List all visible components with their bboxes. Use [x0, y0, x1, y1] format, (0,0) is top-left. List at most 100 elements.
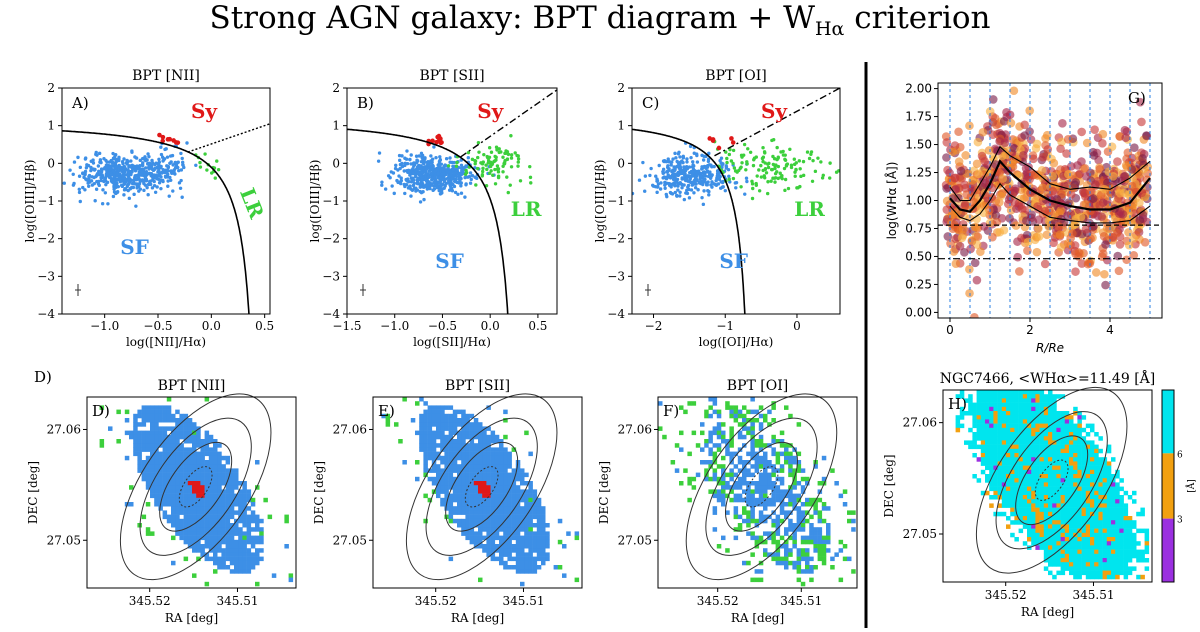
map-pixel — [486, 443, 491, 448]
map-pixel — [448, 413, 454, 419]
map-pixel — [511, 468, 517, 473]
map-pixel — [805, 481, 810, 486]
map-pixel — [204, 497, 210, 503]
map-pixel — [507, 552, 512, 557]
map-pixel — [486, 447, 491, 452]
point-sf — [100, 202, 105, 206]
map-pixel — [444, 493, 449, 499]
map-pixel — [486, 493, 491, 499]
point-sf — [694, 176, 698, 181]
map-pixel — [238, 544, 243, 549]
map-pixel — [427, 443, 433, 448]
point-sf — [119, 165, 124, 170]
ka-line-A — [187, 123, 270, 153]
map-pixel — [229, 552, 235, 557]
map-pixel — [486, 531, 491, 536]
map-pixel — [436, 443, 441, 448]
map-pixel — [196, 485, 201, 490]
point-sy — [160, 134, 166, 140]
map-pixel — [192, 531, 197, 536]
point-lr — [731, 161, 735, 166]
map-pixel — [457, 443, 462, 448]
point-lr — [783, 153, 787, 157]
map-pixel — [792, 472, 797, 478]
map-pixel — [465, 413, 470, 419]
map-pixel — [229, 506, 235, 511]
map-pixel — [444, 468, 449, 473]
map-pixel — [779, 476, 785, 482]
map-pixel — [478, 485, 483, 490]
map-pixel — [482, 506, 487, 511]
map-pixel — [754, 439, 760, 444]
map-pixel — [150, 426, 155, 431]
map-pixel — [465, 418, 470, 423]
map-pixel — [980, 423, 986, 429]
point-sf — [418, 200, 423, 204]
panel-title-D: BPT [NII] — [158, 378, 226, 394]
point-sy — [157, 132, 162, 138]
map-pixel — [246, 539, 252, 545]
point-w — [979, 222, 989, 231]
map-pixel — [208, 464, 214, 469]
point-lr — [724, 150, 728, 154]
map-pixel — [742, 405, 747, 410]
map-pixel — [775, 552, 781, 557]
map-pixel — [469, 485, 475, 490]
point-w — [1009, 86, 1019, 96]
map-pixel — [817, 544, 823, 549]
map-pixel — [141, 460, 147, 465]
point-lr — [446, 164, 451, 168]
map-pixel — [536, 531, 542, 536]
point-lr — [739, 165, 743, 169]
map-pixel — [524, 506, 529, 511]
map-pixel — [800, 535, 806, 541]
xtick-label-B: −1.0 — [380, 319, 409, 333]
map-pixel — [775, 560, 781, 566]
map-pixel — [461, 518, 466, 524]
map-pixel — [746, 523, 751, 528]
map-pixel — [427, 422, 433, 427]
map-pixel — [145, 472, 151, 478]
ylabel-F: DEC [deg] — [597, 461, 611, 524]
map-pixel — [712, 468, 718, 473]
map-pixel — [250, 556, 256, 562]
map-pixel — [452, 413, 458, 419]
point-sf — [110, 177, 115, 182]
map-pixel — [788, 468, 793, 473]
map-pixel — [183, 539, 189, 545]
point-sf — [397, 174, 401, 178]
map-pixel — [217, 489, 222, 494]
map-pixel — [457, 506, 462, 511]
point-sf — [709, 163, 713, 167]
map-pixel — [482, 489, 487, 494]
map-pixel — [465, 468, 470, 473]
map-pixel — [187, 447, 193, 452]
map-pixel — [968, 444, 973, 450]
point-w — [966, 244, 975, 254]
map-pixel — [175, 434, 180, 440]
map-pixel — [989, 444, 994, 450]
map-pixel — [259, 548, 264, 553]
map-pixel — [683, 409, 688, 415]
point-sf — [77, 187, 81, 191]
point-sf — [135, 164, 139, 168]
point-sf — [407, 170, 411, 175]
map-pixel — [444, 418, 449, 423]
map-pixel — [162, 439, 168, 444]
map-pixel — [208, 510, 214, 515]
map-pixel — [150, 489, 155, 494]
map-pixel — [767, 535, 772, 541]
map-pixel — [821, 502, 827, 507]
point-sf — [450, 189, 455, 193]
map-pixel — [183, 506, 189, 511]
map-pixel — [478, 531, 483, 536]
map-pixel — [200, 476, 205, 482]
point-sf — [157, 157, 161, 162]
map-pixel — [217, 514, 222, 520]
point-sf — [103, 179, 108, 183]
point-sf — [421, 190, 425, 194]
map-pixel — [162, 489, 168, 494]
map-pixel — [821, 518, 827, 524]
map-pixel — [162, 405, 168, 410]
point-lr — [805, 150, 810, 154]
